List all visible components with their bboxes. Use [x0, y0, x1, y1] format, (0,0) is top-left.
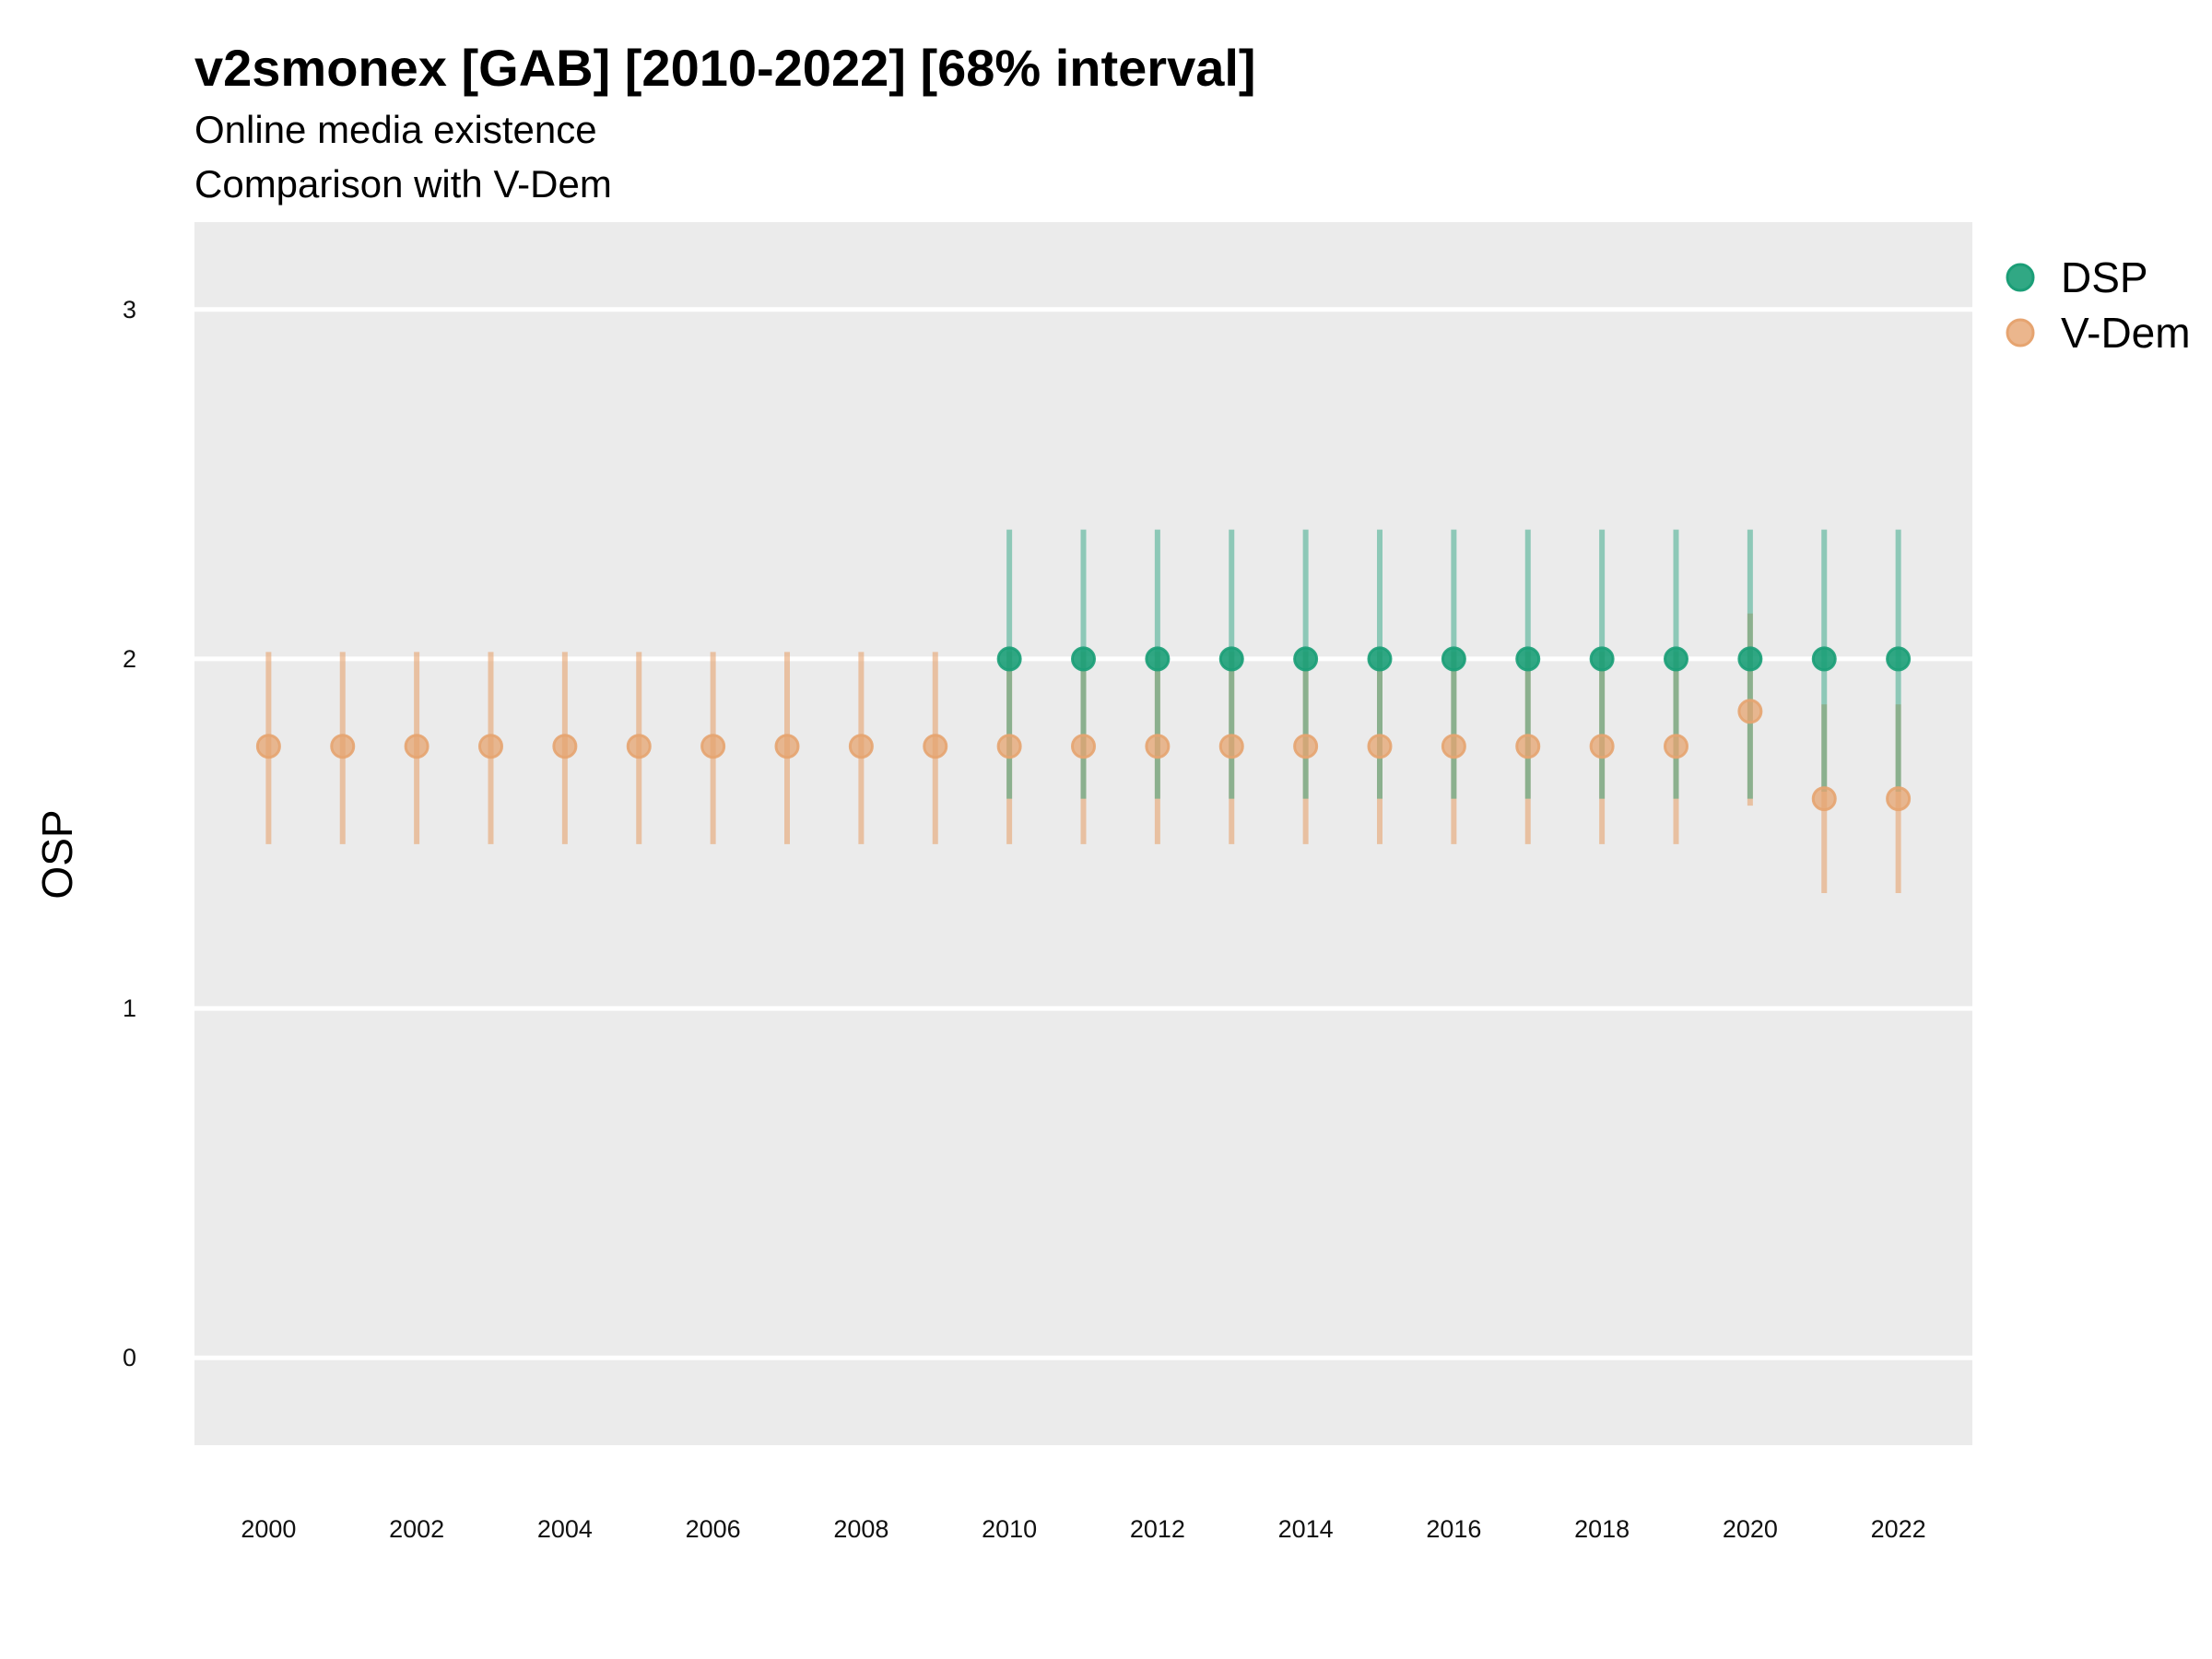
point-vdem [1589, 734, 1615, 759]
point-dsp [1811, 646, 1837, 672]
point-vdem [923, 734, 948, 759]
legend: DSP V-Dem [2006, 253, 2191, 357]
point-vdem [626, 734, 652, 759]
point-dsp [1886, 646, 1912, 672]
x-tick-label: 2004 [537, 1515, 593, 1543]
x-tick-label: 2010 [982, 1515, 1037, 1543]
x-tick-label: 2008 [833, 1515, 888, 1543]
x-tick-label: 2012 [1130, 1515, 1185, 1543]
point-dsp [1218, 646, 1244, 672]
x-tick-label: 2022 [1871, 1515, 1926, 1543]
point-vdem [552, 734, 578, 759]
x-tick-label: 2018 [1574, 1515, 1630, 1543]
point-dsp [1071, 646, 1096, 672]
legend-label-dsp: DSP [2061, 253, 2148, 301]
point-vdem [848, 734, 874, 759]
point-vdem [1367, 734, 1393, 759]
y-tick-label: 3 [123, 296, 136, 324]
x-tick-label: 2020 [1723, 1515, 1778, 1543]
point-vdem [1293, 734, 1319, 759]
point-vdem [330, 734, 356, 759]
chart-subtitle-line-1: Online media existence [194, 108, 597, 151]
x-tick-label: 2000 [241, 1515, 296, 1543]
point-vdem [996, 734, 1022, 759]
point-vdem [1515, 734, 1541, 759]
point-dsp [1737, 646, 1763, 672]
data-points [255, 646, 1912, 812]
legend-label-vdem: V-Dem [2061, 309, 2191, 357]
point-vdem [478, 734, 503, 759]
point-vdem [1811, 786, 1837, 812]
legend-marker-dsp [2006, 263, 2035, 292]
point-vdem [700, 734, 726, 759]
point-dsp [1367, 646, 1393, 672]
point-dsp [996, 646, 1022, 672]
y-axis-ticks: 0 1 2 3 [123, 296, 136, 1371]
x-tick-label: 2016 [1426, 1515, 1481, 1543]
point-dsp [1664, 646, 1688, 672]
x-tick-label: 2006 [686, 1515, 741, 1543]
legend-marker-vdem [2006, 318, 2035, 347]
point-vdem [1145, 734, 1171, 759]
point-vdem [1218, 734, 1244, 759]
point-dsp [1145, 646, 1171, 672]
point-dsp [1589, 646, 1615, 672]
chart-title: v2smonex [GAB] [2010-2022] [68% interval… [194, 39, 1256, 97]
y-tick-label: 0 [123, 1344, 136, 1371]
chart-subtitle-line-2: Comparison with V-Dem [194, 162, 612, 206]
point-vdem [1886, 786, 1912, 812]
x-axis-ticks: 2000 2002 2004 2006 2008 2010 2012 2014 2016 2018… [241, 1515, 1925, 1543]
point-vdem [255, 734, 281, 759]
y-tick-label: 1 [123, 994, 136, 1022]
point-vdem [1664, 734, 1688, 759]
x-tick-label: 2014 [1278, 1515, 1334, 1543]
point-vdem [1441, 734, 1466, 759]
y-axis-label: OSP [33, 809, 81, 899]
point-vdem [1071, 734, 1096, 759]
point-vdem [404, 734, 429, 759]
y-tick-label: 2 [123, 645, 136, 673]
point-vdem [774, 734, 800, 759]
point-dsp [1515, 646, 1541, 672]
x-tick-label: 2002 [389, 1515, 444, 1543]
point-dsp [1293, 646, 1319, 672]
point-vdem [1737, 699, 1763, 724]
point-dsp [1441, 646, 1466, 672]
